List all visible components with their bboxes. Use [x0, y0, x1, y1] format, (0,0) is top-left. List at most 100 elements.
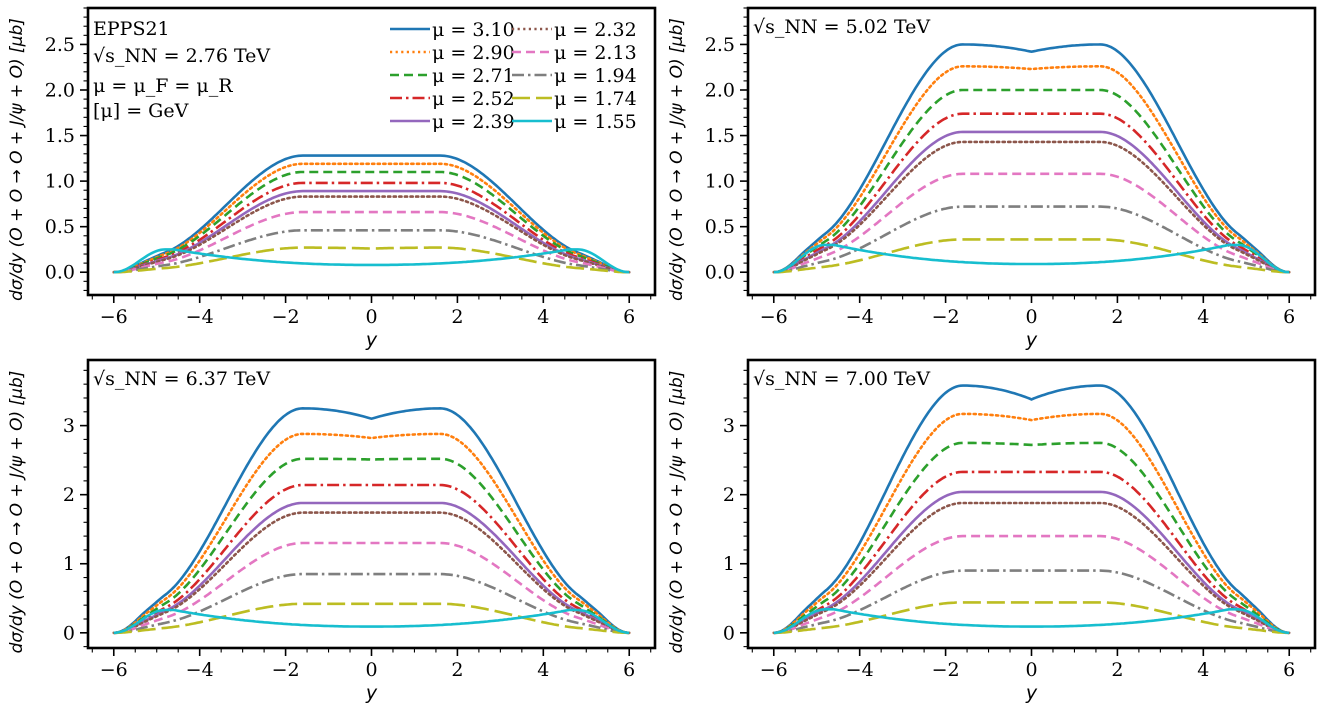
x-tick-label: −6: [100, 659, 128, 681]
y-tick-label: 2: [723, 484, 735, 506]
x-tick-label: 4: [1197, 306, 1209, 328]
series-line-5: [772, 501, 1291, 635]
x-tick-label: 0: [365, 306, 377, 328]
panel-top-right: −6 −4 −2 0 2 4 6 0.0 0.5 1.0 1.5 2.0 2.5 y dσ/dy (O + …: [667, 6, 1317, 351]
x-tick-label: 2: [451, 659, 463, 681]
x-tick-label: −6: [100, 306, 128, 328]
x-tick-label: 2: [1111, 306, 1123, 328]
y-tick-label: 1: [723, 553, 735, 575]
series-line-0: [773, 43, 1290, 274]
series-line-0: [113, 406, 630, 635]
x-tick-label: −4: [846, 659, 874, 681]
series-line-2: [113, 170, 630, 274]
y-tick-label: 1.5: [705, 125, 735, 147]
y-axis-label: dσ/dy (O + O → O + J/ψ + O) [μb]: [667, 18, 687, 301]
y-tick-label: 2.0: [45, 80, 75, 102]
annotation-2: [μ] = GeV: [93, 100, 189, 122]
series-line-2: [773, 88, 1290, 274]
x-tick-label: −4: [846, 306, 874, 328]
y-tick-label: 3: [63, 415, 75, 437]
y-tick-label: 1.5: [45, 125, 75, 147]
series-line-4: [113, 501, 630, 635]
y-tick-label: 0: [723, 622, 735, 644]
x-tick-label: 6: [623, 659, 635, 681]
y-tick-label: 1.0: [45, 171, 75, 193]
x-axis-label: y: [365, 682, 378, 704]
series-line-6: [113, 541, 630, 635]
series-line-2: [773, 441, 1290, 635]
y-tick-label: 3: [723, 415, 735, 437]
series-line-8: [113, 602, 630, 635]
x-tick-label: 6: [1283, 659, 1295, 681]
series-line-4: [773, 130, 1290, 274]
series-line-5: [112, 511, 631, 635]
y-tick-label: 1.0: [705, 171, 735, 193]
x-axis-label: y: [365, 329, 378, 351]
legend-entry: μ = 2.13: [554, 42, 637, 64]
x-tick-label: 4: [537, 659, 549, 681]
energy-label: √s_NN = 5.02 TeV: [753, 16, 930, 38]
x-tick-label: 0: [1025, 659, 1037, 681]
series-line-5: [772, 140, 1291, 274]
y-tick-label: 0: [63, 622, 75, 644]
series-line-1: [772, 65, 1291, 274]
y-tick-label: 1: [63, 553, 75, 575]
x-axis-label: y: [1025, 682, 1038, 704]
x-tick-label: −2: [932, 659, 960, 681]
legend-entry: μ = 1.55: [554, 111, 637, 133]
y-axis-label: dσ/dy (O + O → O + J/ψ + O) [μb]: [7, 18, 27, 301]
legend: μ = 3.10μ = 2.90μ = 2.71μ = 2.52μ = 2.39…: [390, 19, 637, 133]
series-line-1: [112, 432, 631, 635]
series-line-6: [113, 210, 630, 274]
panel-top-left: −6 −4 −2 0 2 4 6 0.0 0.5 1.0 1.5 2.0 2.5 y dσ/dy (O + …: [7, 6, 657, 351]
series-line-9: [113, 248, 630, 274]
y-tick-label: 0.5: [705, 216, 735, 238]
series-line-9: [773, 243, 1290, 274]
x-axis-label: y: [1025, 329, 1038, 351]
legend-entry: μ = 2.52: [432, 88, 515, 110]
series-line-3: [773, 470, 1290, 635]
series-line-8: [773, 601, 1290, 635]
annotation-0: EPPS21: [93, 18, 170, 40]
y-tick-label: 2.5: [705, 34, 735, 56]
legend-entry: μ = 1.94: [554, 65, 637, 87]
x-tick-label: −2: [272, 306, 300, 328]
legend-entry: μ = 2.71: [432, 65, 515, 87]
series-line-7: [773, 205, 1290, 274]
x-tick-label: −4: [186, 659, 214, 681]
energy-label: √s_NN = 6.37 TeV: [93, 368, 270, 390]
series-line-5: [112, 195, 631, 274]
series-line-6: [773, 172, 1290, 274]
legend-entry: μ = 2.32: [554, 19, 637, 41]
panel-bottom-left: −6 −4 −2 0 2 4 6 0 1 2 3 y dσ/dy (O + O → O + J/ψ + …: [7, 358, 657, 704]
x-tick-label: −4: [186, 306, 214, 328]
legend-entry: μ = 1.74: [554, 88, 637, 110]
x-tick-label: 0: [365, 659, 377, 681]
x-tick-label: −2: [272, 659, 300, 681]
series-line-3: [773, 112, 1290, 274]
legend-entry: μ = 3.10: [432, 19, 515, 41]
series-line-8: [113, 246, 630, 274]
panel-bottom-right: −6 −4 −2 0 2 4 6 0 1 2 3 y dσ/dy (O + O → O + J/ψ + …: [667, 358, 1317, 704]
energy-label: √s_NN = 2.76 TeV: [93, 45, 270, 67]
series-line-6: [773, 534, 1290, 635]
series-line-0: [113, 154, 630, 274]
y-axis-label: dσ/dy (O + O → O + J/ψ + O) [μb]: [667, 371, 687, 654]
series-line-0: [773, 384, 1290, 635]
x-tick-label: 0: [1025, 306, 1037, 328]
y-tick-label: 2.5: [45, 34, 75, 56]
series-line-3: [113, 181, 630, 274]
x-tick-label: 2: [451, 306, 463, 328]
energy-label: √s_NN = 7.00 TeV: [753, 368, 930, 390]
series-line-4: [113, 189, 630, 274]
y-tick-label: 2.0: [705, 80, 735, 102]
legend-entry: μ = 2.39: [432, 111, 515, 133]
y-tick-label: 0.0: [705, 262, 735, 284]
y-tick-label: 0.5: [45, 216, 75, 238]
series-line-1: [772, 412, 1291, 635]
x-tick-label: −6: [760, 659, 788, 681]
series-line-9: [773, 608, 1290, 635]
series-line-7: [113, 229, 630, 274]
series-line-3: [113, 483, 630, 635]
